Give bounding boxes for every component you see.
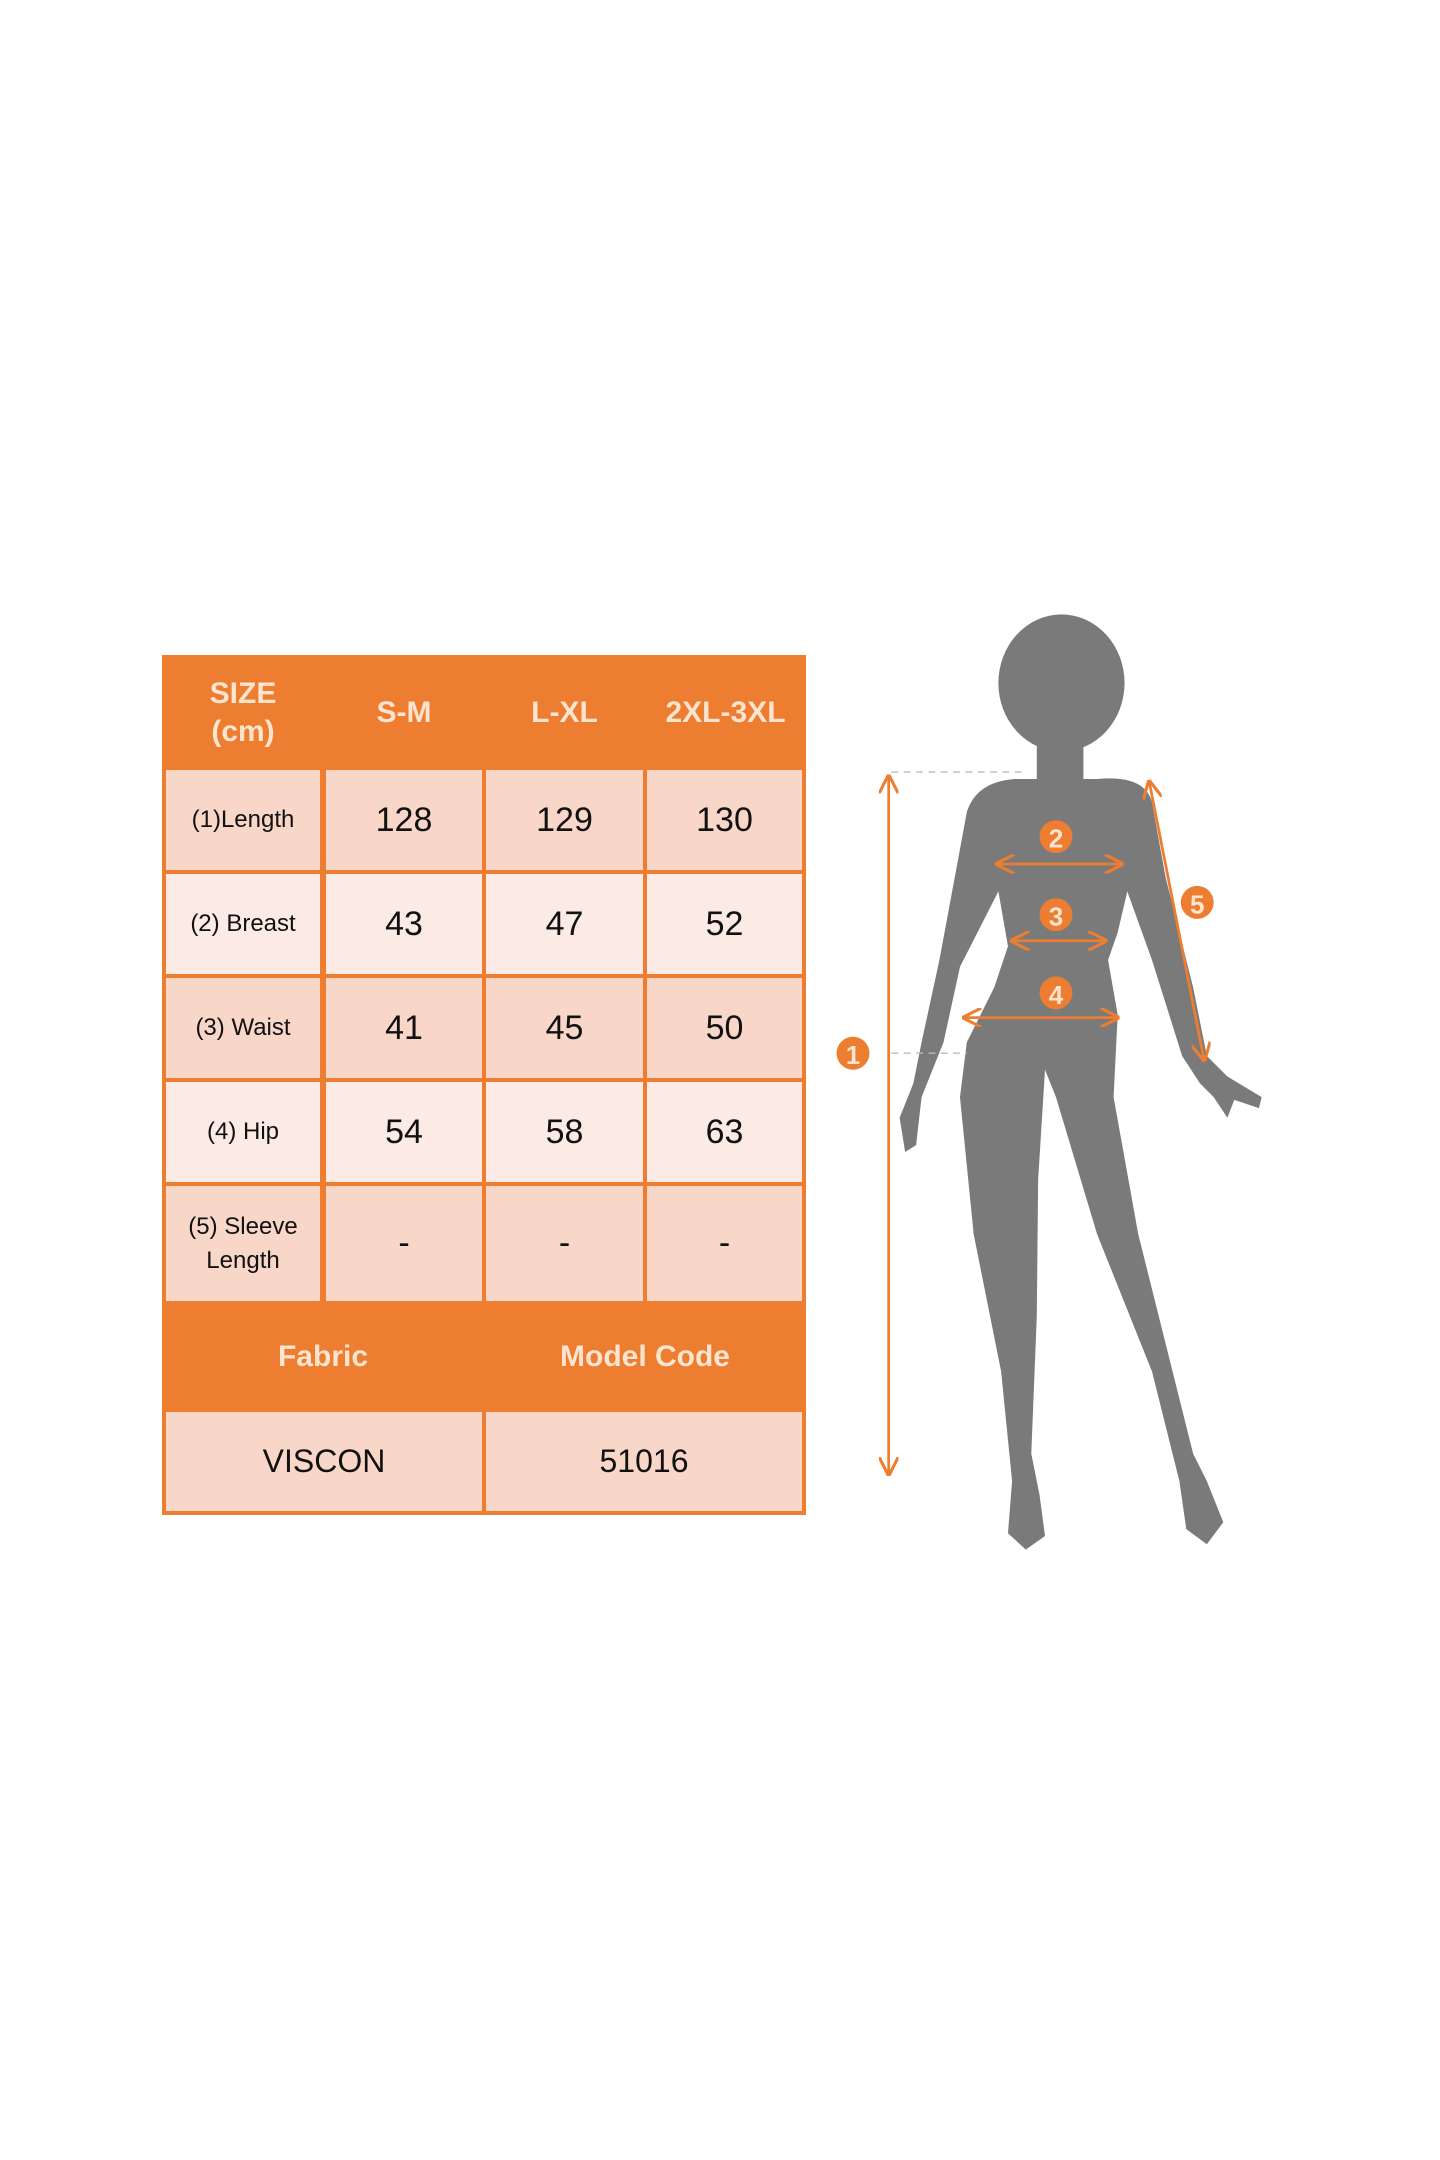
marker-5-badge: 5 (1180, 885, 1214, 919)
table-cell: 129 (486, 770, 643, 870)
row-label-waist: (3) Waist (166, 978, 320, 1078)
table-cell: 43 (326, 874, 482, 974)
marker-3-badge: 3 (1039, 898, 1073, 932)
svg-text:3: 3 (1049, 902, 1063, 932)
table-cell: 63 (647, 1082, 802, 1182)
table-cell: 128 (326, 770, 482, 870)
model-code-value: 51016 (486, 1412, 802, 1511)
table-cell: - (326, 1186, 482, 1301)
marker-2-badge: 2 (1039, 820, 1073, 854)
row-label-length: (1)Length (166, 770, 320, 870)
size-header-cell: SIZE (cm) (162, 655, 324, 770)
table-cell: 45 (486, 978, 643, 1078)
sleeve-arrow (1149, 782, 1204, 1060)
row-label-line: Length (206, 1246, 280, 1274)
svg-text:1: 1 (846, 1040, 861, 1070)
row-label-hip: (4) Hip (166, 1082, 320, 1182)
svg-text:4: 4 (1049, 980, 1064, 1010)
marker-badges: 1 2 3 4 5 (836, 820, 1214, 1070)
table-cell: 58 (486, 1082, 643, 1182)
model-code-header: Model Code (560, 1340, 730, 1374)
woman-silhouette (899, 614, 1262, 1550)
fabric-header: Fabric (277, 1340, 369, 1374)
size-column-header: L-XL (531, 695, 598, 729)
table-cell: 41 (326, 978, 482, 1078)
table-cell: 54 (326, 1082, 482, 1182)
measurement-guides (889, 771, 1204, 1474)
svg-text:2: 2 (1049, 824, 1063, 854)
row-label-sleeve-length: (5) Sleeve Length (166, 1186, 320, 1301)
fabric-value: VISCON (166, 1412, 482, 1511)
marker-1-badge: 1 (836, 1036, 870, 1070)
size-label: SIZE (209, 677, 277, 710)
size-column-header: 2XL-3XL (665, 695, 786, 729)
table-cell: - (486, 1186, 643, 1301)
size-column-header: S-M (376, 695, 432, 729)
unit-label: (cm) (211, 714, 275, 748)
marker-4-badge: 4 (1039, 976, 1073, 1010)
table-cell: - (647, 1186, 802, 1301)
row-label-line: (5) Sleeve (188, 1212, 298, 1240)
size-chart-table: SIZE (cm) S-M L-XL 2XL-3XL (1)Length 128… (162, 655, 806, 1515)
table-cell: 47 (486, 874, 643, 974)
svg-text:5: 5 (1190, 889, 1205, 919)
table-cell: 50 (647, 978, 802, 1078)
table-cell: 130 (647, 770, 802, 870)
table-cell: 52 (647, 874, 802, 974)
row-label-breast: (2) Breast (166, 874, 320, 974)
